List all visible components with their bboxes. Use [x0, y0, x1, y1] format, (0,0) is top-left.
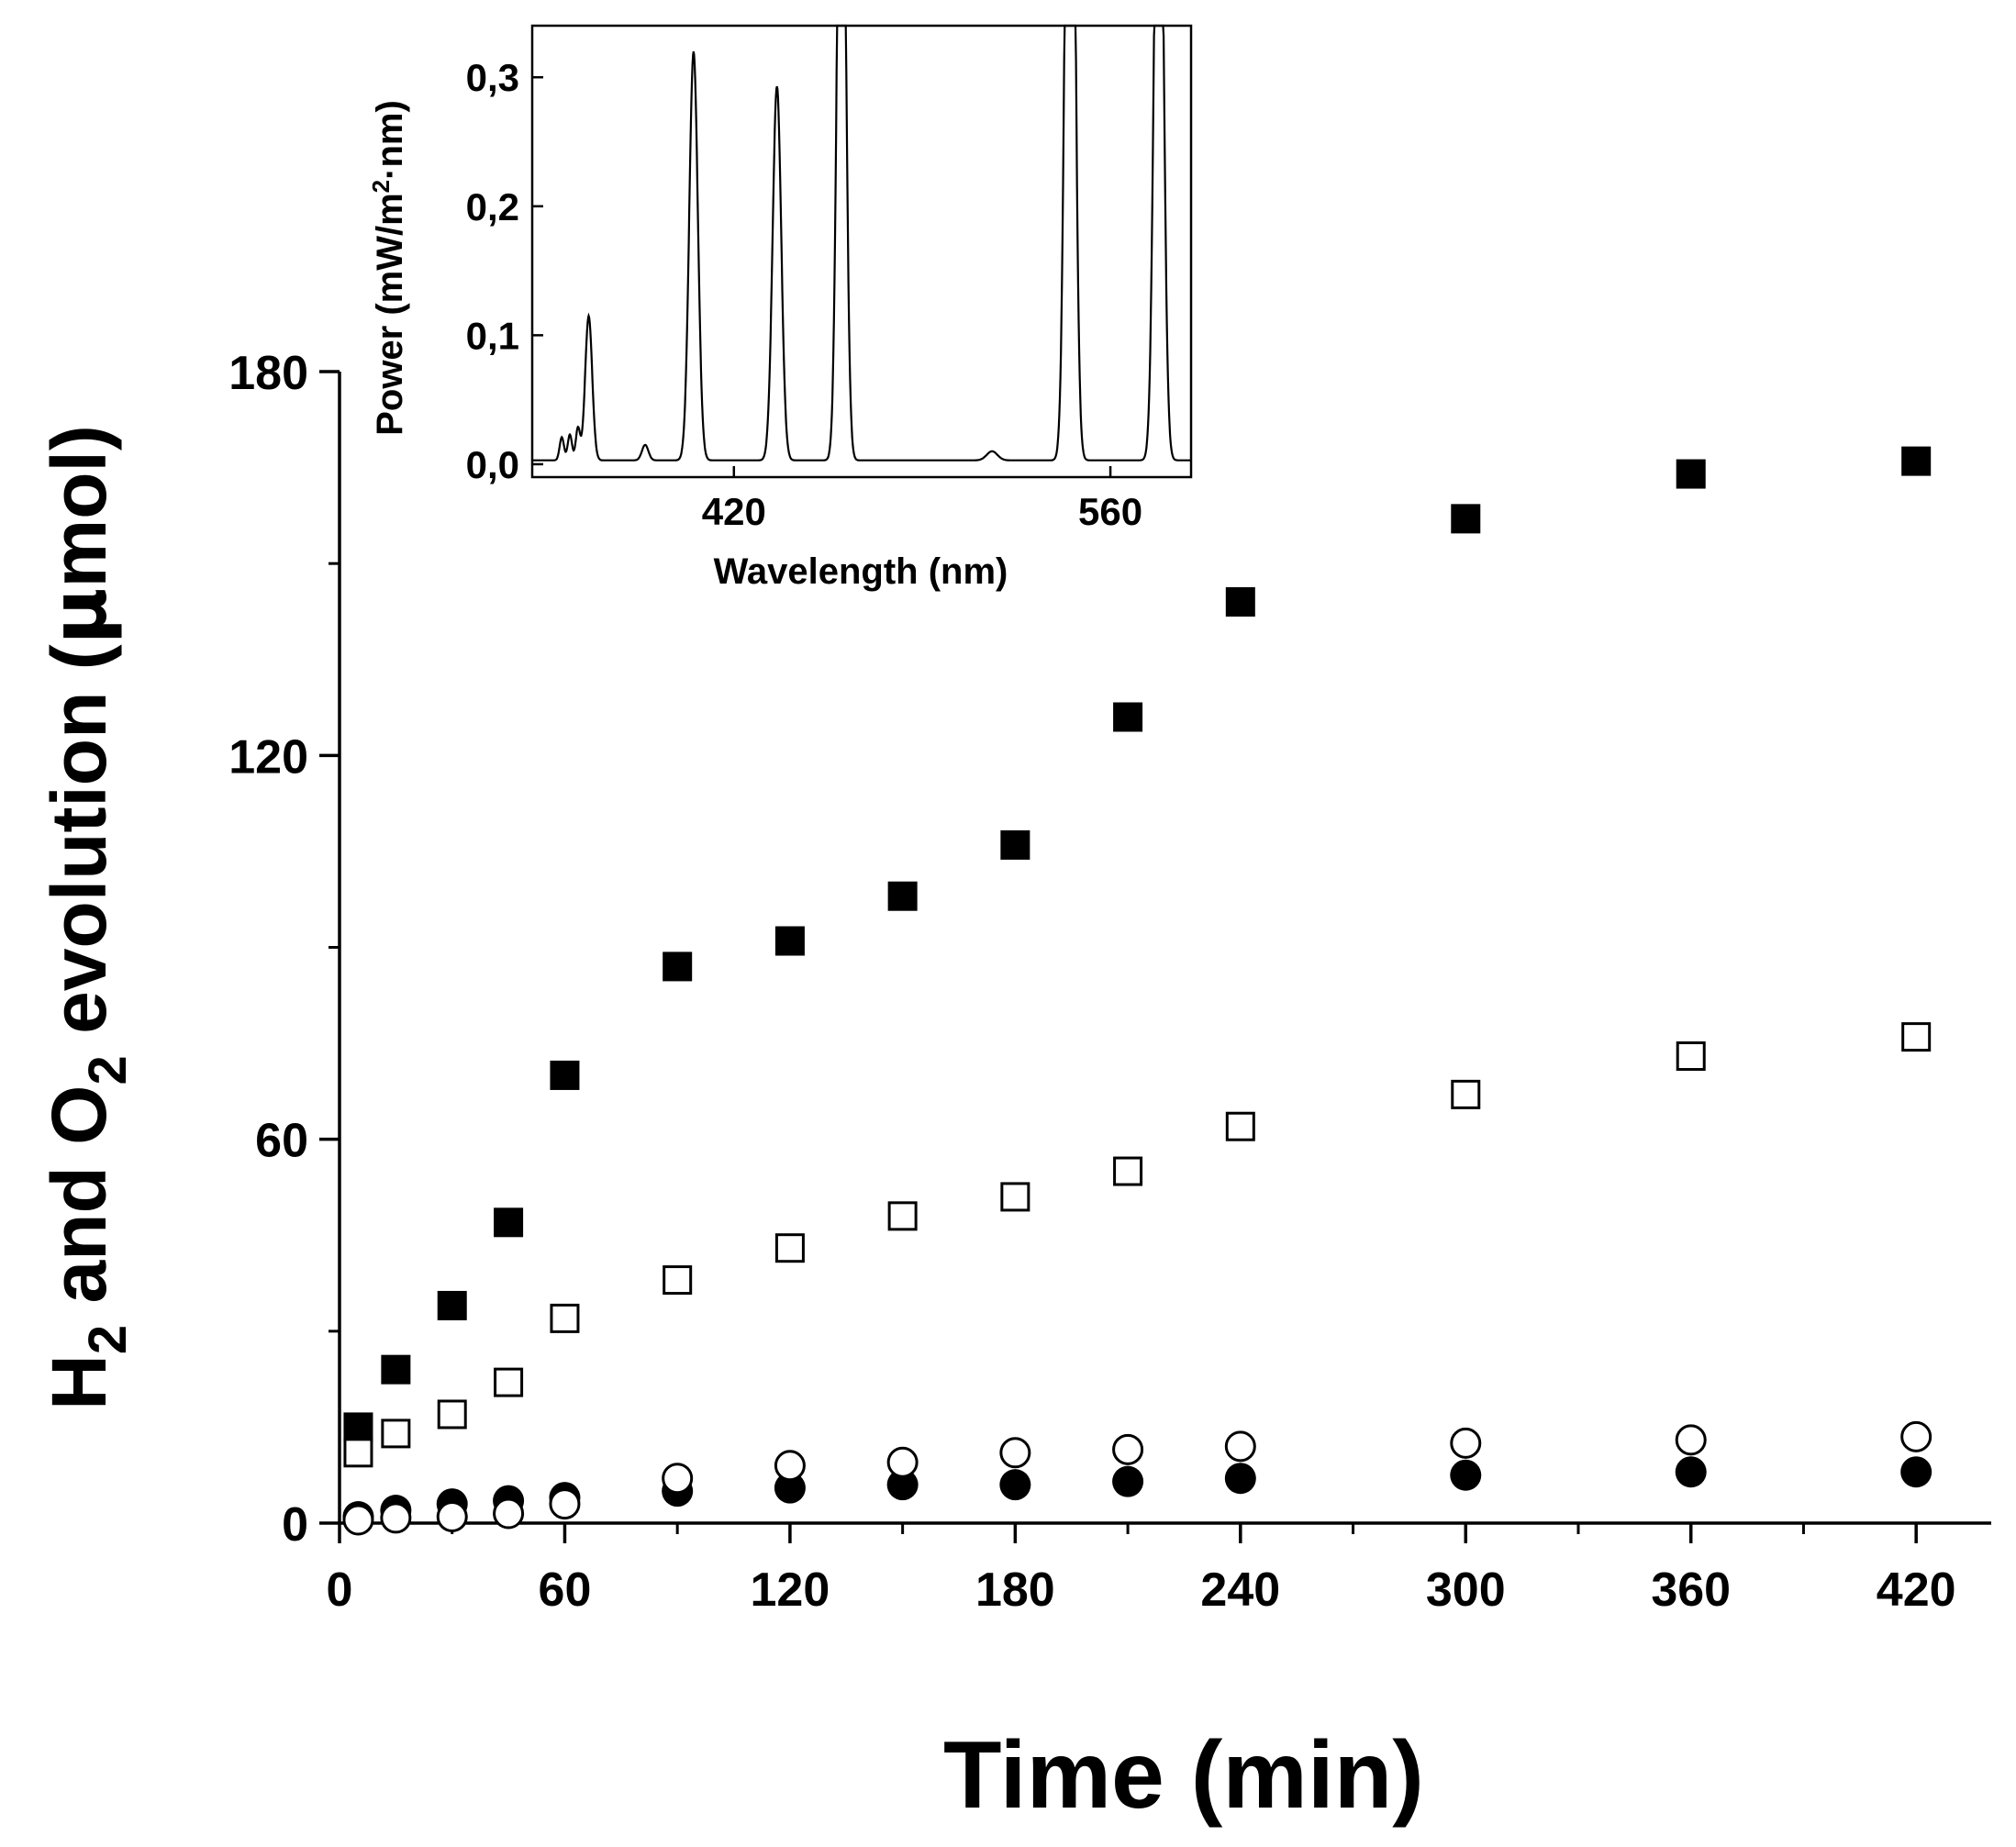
data-point [1900, 1420, 1932, 1452]
y-axis-label: H2 and O2 evolution (μmol) [34, 425, 138, 1410]
data-point [1113, 1156, 1143, 1186]
series-square-filled [343, 446, 1932, 1442]
data-point [1225, 1111, 1255, 1141]
inset-y-tick-label: 0,0 [466, 443, 519, 486]
y-tick-label: 60 [255, 1115, 308, 1168]
series-circle-filled [342, 1456, 1932, 1533]
data-point [493, 1497, 525, 1530]
data-point [437, 1290, 467, 1320]
data-point [437, 1399, 467, 1430]
y-tick-label: 120 [228, 730, 308, 784]
data-point [494, 1207, 524, 1238]
x-tick-label: 180 [975, 1563, 1055, 1617]
x-ticks: 0 60 120 180 240 300 360 420 [327, 1523, 1956, 1617]
data-point [342, 1504, 374, 1536]
data-point [381, 1354, 411, 1385]
data-point [774, 926, 805, 956]
data-series [342, 446, 1932, 1536]
y-tick-label: 180 [228, 347, 308, 400]
x-tick-label: 120 [751, 1563, 830, 1617]
data-point [1000, 1182, 1030, 1212]
x-tick-label: 420 [1877, 1563, 1956, 1617]
data-point [1901, 1022, 1932, 1052]
x-tick-label: 300 [1426, 1563, 1506, 1617]
data-point [549, 1488, 581, 1520]
data-point [663, 1265, 693, 1296]
data-point [381, 1419, 411, 1449]
data-point [887, 1201, 918, 1231]
data-point [1900, 1456, 1932, 1488]
spectrum-line [532, 24, 1191, 462]
data-point [1675, 1456, 1707, 1488]
inset-y-tick-label: 0,2 [466, 185, 519, 228]
y-ticks: 0 60 120 180 [228, 347, 340, 1552]
x-tick-label: 0 [327, 1563, 353, 1617]
data-point [999, 1437, 1031, 1469]
data-point [886, 1469, 919, 1501]
data-point [662, 1463, 694, 1495]
data-point [1113, 702, 1143, 732]
data-point [343, 1412, 373, 1442]
inset-x-tick-label: 420 [702, 490, 766, 533]
data-point [1112, 1465, 1144, 1497]
data-point [1112, 1433, 1144, 1465]
inset-x-ticks: 420 560 [702, 466, 1142, 533]
inset-spectrum-plot: 420 560 0,0 0,1 0,2 0,3 Wavelength (nm) Powe… [367, 24, 1193, 592]
inset-y-axis-label: Power (mW/m2·nm) [367, 100, 410, 436]
data-point [380, 1502, 412, 1534]
inset-y-ticks: 0,0 0,1 0,2 0,3 [466, 56, 543, 486]
data-point [1224, 1430, 1256, 1463]
data-point [887, 881, 918, 911]
data-point [1676, 459, 1706, 489]
inset-x-tick-label: 560 [1078, 490, 1142, 533]
main-plot: 0 60 120 180 240 300 360 420 0 60 120 180 Time (mi… [34, 347, 1991, 1829]
series-circle-open [342, 1420, 1932, 1536]
data-point [774, 1233, 805, 1263]
x-tick-label: 360 [1651, 1563, 1731, 1617]
inset-y-tick-label: 0,3 [466, 56, 519, 99]
data-point [343, 1438, 373, 1468]
data-point [774, 1472, 806, 1504]
x-axis-label: Time (min) [943, 1722, 1424, 1829]
data-point [1901, 446, 1932, 476]
x-tick-label: 240 [1200, 1563, 1280, 1617]
data-point [1676, 1041, 1706, 1072]
data-point [1675, 1424, 1707, 1456]
y-tick-label: 0 [282, 1498, 308, 1552]
data-point [886, 1446, 919, 1478]
data-point [1450, 1459, 1482, 1491]
data-point [1000, 829, 1030, 860]
series-square-open [343, 1022, 1932, 1468]
data-point [1224, 1463, 1256, 1495]
data-point [999, 1469, 1031, 1501]
data-point [1451, 504, 1481, 534]
data-point [1451, 1079, 1481, 1109]
inset-y-tick-label: 0,1 [466, 314, 519, 357]
data-point [550, 1303, 580, 1333]
data-point [550, 1060, 580, 1090]
inset-frame [530, 24, 1193, 479]
data-point [1225, 587, 1255, 617]
data-point [1450, 1427, 1482, 1459]
x-tick-label: 60 [539, 1563, 592, 1617]
data-point [494, 1367, 524, 1397]
data-point [663, 951, 693, 982]
inset-x-axis-label: Wavelength (nm) [714, 551, 1008, 592]
data-point [436, 1501, 468, 1533]
data-point [774, 1450, 806, 1482]
